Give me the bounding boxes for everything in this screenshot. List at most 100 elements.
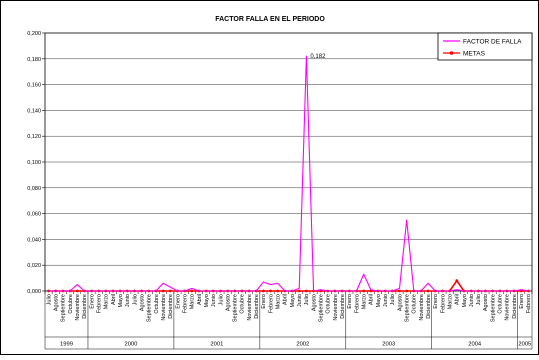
x-category-label: Enero: [433, 294, 439, 309]
metas-point: [362, 289, 366, 293]
metas-point: [276, 289, 280, 293]
year-label: 2004: [468, 342, 482, 348]
y-tick-label: 0,000: [27, 289, 41, 295]
x-category-label: Junio: [211, 294, 217, 307]
x-category-label: Enero: [175, 294, 181, 309]
chart-title: FACTOR FALLA EN EL PERIODO: [215, 16, 325, 23]
year-label: 2005: [518, 342, 531, 348]
x-category-label: Mayo: [376, 294, 382, 307]
x-category-label: Octubre: [412, 294, 418, 314]
x-category-label: Enero: [519, 294, 525, 309]
metas-point: [75, 289, 79, 293]
y-tick-label: 0,200: [27, 31, 41, 37]
year-label: 2002: [296, 342, 309, 348]
x-category-label: Julio: [304, 294, 310, 305]
x-category-label: Febrero: [182, 294, 188, 313]
x-category-label: Junio: [469, 294, 475, 307]
y-tick-label: 0,100: [27, 160, 41, 166]
x-category-label: Febrero: [97, 294, 103, 313]
series-layer: [47, 55, 530, 293]
x-category-label: Junio: [383, 294, 389, 307]
x-axis: Julio Agosto Septiembre Octubre Noviembre Dic…: [44, 291, 533, 350]
x-category-label: Abril: [111, 294, 117, 305]
metas-point: [168, 289, 172, 293]
x-category-label: Abril: [283, 294, 289, 305]
x-category-label: Septiembre: [490, 294, 496, 322]
year-label: 2000: [124, 342, 137, 348]
x-category-label: Agosto: [139, 294, 145, 311]
metas-point: [398, 289, 401, 293]
x-category-label: Febrero: [354, 294, 360, 313]
legend-label-metas: METAS: [463, 51, 486, 58]
x-category-label: Mayo: [462, 294, 468, 307]
x-category-label: Agosto: [483, 294, 489, 311]
x-category-label: Noviembre: [505, 294, 511, 321]
x-category-label: Mayo: [118, 294, 124, 307]
y-tick-label: 0,180: [27, 57, 41, 63]
legend: FACTOR DE FALLA METAS: [437, 32, 533, 61]
y-tick-label: 0,060: [27, 212, 41, 218]
x-category-label: Agosto: [225, 294, 231, 311]
metas-point: [262, 289, 265, 293]
x-category-label: Febrero: [268, 294, 274, 313]
y-tick-label: 0,140: [27, 108, 41, 114]
x-category-label: Noviembre: [333, 294, 339, 321]
legend-marker-metas: [449, 51, 454, 55]
x-category-label: Septiembre: [147, 294, 153, 322]
x-category-label: Septiembre: [233, 294, 239, 322]
x-category-label: Diciembre: [426, 294, 432, 319]
x-category-label: Octubre: [240, 294, 246, 314]
metas-point: [297, 289, 301, 293]
x-category-label: Diciembre: [340, 294, 346, 319]
x-category-label: Julio: [218, 294, 224, 305]
x-category-label: Noviembre: [419, 294, 425, 321]
y-tick-label: 0,040: [27, 237, 41, 243]
x-category-label: Octubre: [498, 294, 504, 314]
x-category-label: Agosto: [397, 294, 403, 311]
x-category-label: Abril: [455, 294, 461, 305]
x-category-label: Marzo: [104, 294, 110, 309]
y-axis: 0,000 0,020 0,040 0,060 0,080 0,100 0,120 0,140…: [27, 31, 45, 295]
x-category-label: Julio: [476, 294, 482, 305]
metas-point: [305, 289, 308, 293]
year-label: 2003: [382, 342, 395, 348]
x-category-label: Septiembre: [404, 294, 410, 322]
metas-point: [455, 279, 459, 283]
x-category-label: Enero: [347, 294, 353, 309]
x-category-label: Enero: [89, 294, 95, 309]
year-label: 1999: [60, 342, 73, 348]
x-category-label: Diciembre: [512, 294, 518, 319]
annotations: 0,182: [310, 54, 326, 60]
x-category-label: Julio: [46, 294, 52, 305]
x-category-label: Junio: [125, 294, 131, 307]
year-label: 2001: [210, 342, 223, 348]
x-category-label: Abril: [369, 294, 375, 305]
x-category-label: Noviembre: [161, 294, 167, 321]
x-category-label: Octubre: [154, 294, 160, 314]
data-label: 0,182: [310, 54, 326, 60]
y-tick-label: 0,020: [27, 263, 41, 269]
metas-point: [190, 289, 194, 293]
x-category-label: Octubre: [68, 294, 74, 314]
x-category-label: Agosto: [311, 294, 317, 311]
x-category-label: Diciembre: [254, 294, 260, 319]
x-category-label: Octubre: [326, 294, 332, 314]
x-category-label: Diciembre: [82, 294, 88, 319]
x-category-label: Noviembre: [247, 294, 253, 321]
x-category-label: Marzo: [361, 294, 367, 309]
x-category-label: Junio: [297, 294, 303, 307]
metas-point: [405, 289, 409, 293]
x-category-label: Marzo: [276, 294, 282, 309]
x-category-label: Septiembre: [319, 294, 325, 322]
x-category-label: Mayo: [290, 294, 296, 307]
x-category-label: Agosto: [54, 294, 60, 311]
x-category-label: Septiembre: [61, 294, 67, 322]
series-line-factor-de-falla: [48, 55, 529, 292]
x-category-label: Julio: [390, 294, 396, 305]
y-tick-label: 0,120: [27, 134, 41, 140]
x-category-label: Noviembre: [75, 294, 81, 321]
x-category-label: Marzo: [190, 294, 196, 309]
legend-box: [437, 32, 533, 61]
